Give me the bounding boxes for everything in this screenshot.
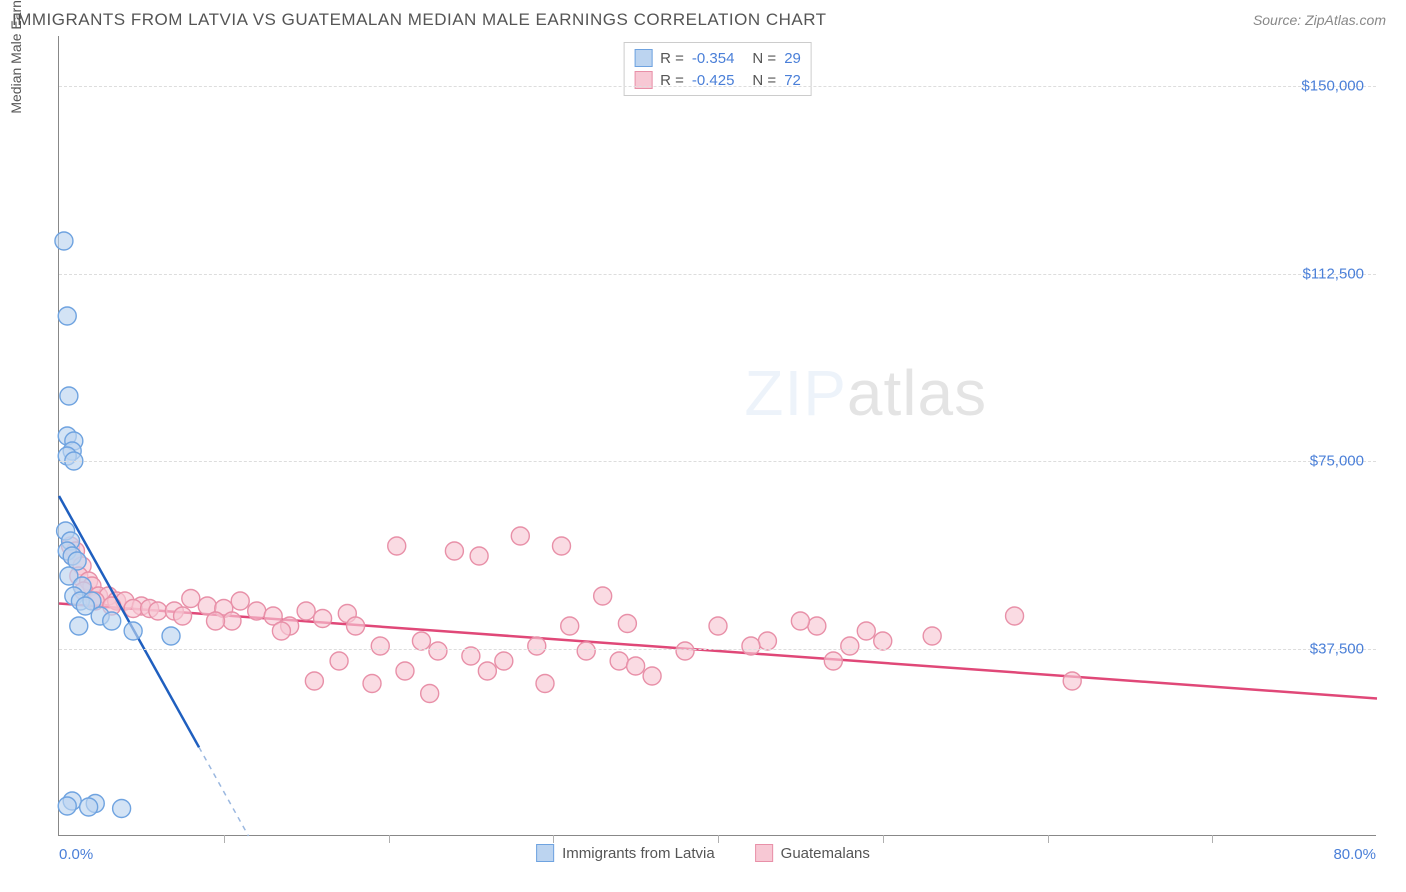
- data-point: [923, 627, 941, 645]
- data-point: [223, 612, 241, 630]
- data-point: [363, 675, 381, 693]
- data-point: [610, 652, 628, 670]
- y-tick-label: $150,000: [1301, 78, 1364, 95]
- data-point: [1063, 672, 1081, 690]
- grid-line: [59, 461, 1376, 462]
- legend-swatch: [634, 49, 652, 67]
- data-point: [58, 797, 76, 815]
- grid-line: [59, 649, 1376, 650]
- data-point: [55, 232, 73, 250]
- chart-title: IMMIGRANTS FROM LATVIA VS GUATEMALAN MED…: [12, 10, 827, 30]
- data-point: [60, 387, 78, 405]
- legend-n-value: 29: [784, 50, 801, 67]
- data-point: [248, 602, 266, 620]
- data-point: [70, 617, 88, 635]
- data-point: [396, 662, 414, 680]
- data-point: [594, 587, 612, 605]
- data-point: [791, 612, 809, 630]
- data-point: [124, 622, 142, 640]
- scatter-plot-svg: [59, 36, 1377, 836]
- source-label: Source: ZipAtlas.com: [1253, 12, 1386, 28]
- data-point: [103, 612, 121, 630]
- legend-label: Immigrants from Latvia: [562, 845, 715, 862]
- y-tick-label: $37,500: [1310, 640, 1364, 657]
- data-point: [330, 652, 348, 670]
- data-point: [561, 617, 579, 635]
- data-point: [162, 627, 180, 645]
- data-point: [495, 652, 513, 670]
- x-tick: [883, 835, 884, 843]
- data-point: [643, 667, 661, 685]
- legend-swatch: [755, 844, 773, 862]
- data-point: [113, 800, 131, 818]
- data-point: [841, 637, 859, 655]
- x-tick: [224, 835, 225, 843]
- x-tick: [718, 835, 719, 843]
- plot-area: ZIPatlas R = -0.354N = 29R = -0.425N = 7…: [58, 36, 1376, 836]
- data-point: [297, 602, 315, 620]
- legend-label: Guatemalans: [781, 845, 870, 862]
- legend-item: Guatemalans: [755, 844, 870, 862]
- correlation-legend: R = -0.354 N = 29 R = -0.425N = 72: [623, 42, 812, 96]
- grid-line: [59, 86, 1376, 87]
- data-point: [577, 642, 595, 660]
- data-point: [511, 527, 529, 545]
- legend-swatch: [536, 844, 554, 862]
- legend-r-value: -0.354: [692, 50, 735, 67]
- x-max-label: 80.0%: [1333, 846, 1376, 863]
- data-point: [536, 675, 554, 693]
- legend-item: Immigrants from Latvia: [536, 844, 715, 862]
- data-point: [314, 610, 332, 628]
- series-legend: Immigrants from Latvia Guatemalans: [536, 844, 870, 862]
- data-point: [272, 622, 290, 640]
- y-axis-label: Median Male Earnings: [8, 0, 24, 114]
- data-point: [857, 622, 875, 640]
- x-tick: [389, 835, 390, 843]
- x-tick: [1048, 835, 1049, 843]
- legend-n-label: N =: [752, 50, 776, 67]
- legend-row: R = -0.354 N = 29: [634, 47, 801, 69]
- data-point: [528, 637, 546, 655]
- data-point: [1006, 607, 1024, 625]
- data-point: [874, 632, 892, 650]
- data-point: [470, 547, 488, 565]
- data-point: [421, 685, 439, 703]
- data-point: [58, 307, 76, 325]
- data-point: [347, 617, 365, 635]
- data-point: [305, 672, 323, 690]
- data-point: [388, 537, 406, 555]
- data-point: [80, 798, 98, 816]
- data-point: [824, 652, 842, 670]
- data-point: [174, 607, 192, 625]
- data-point: [124, 600, 142, 618]
- data-point: [182, 590, 200, 608]
- y-tick-label: $112,500: [1303, 265, 1364, 282]
- data-point: [552, 537, 570, 555]
- data-point: [676, 642, 694, 660]
- y-tick-label: $75,000: [1310, 453, 1364, 470]
- x-min-label: 0.0%: [59, 846, 93, 863]
- data-point: [462, 647, 480, 665]
- data-point: [709, 617, 727, 635]
- data-point: [412, 632, 430, 650]
- x-tick: [1212, 835, 1213, 843]
- legend-r-label: R =: [660, 50, 684, 67]
- data-point: [808, 617, 826, 635]
- data-point: [618, 615, 636, 633]
- data-point: [758, 632, 776, 650]
- grid-line: [59, 274, 1376, 275]
- data-point: [207, 612, 225, 630]
- legend-row: R = -0.425N = 72: [634, 69, 801, 91]
- data-point: [429, 642, 447, 660]
- data-point: [149, 602, 167, 620]
- data-point: [445, 542, 463, 560]
- data-point: [371, 637, 389, 655]
- trend-line-dashed: [199, 747, 248, 836]
- data-point: [478, 662, 496, 680]
- data-point: [627, 657, 645, 675]
- x-tick: [553, 835, 554, 843]
- data-point: [742, 637, 760, 655]
- data-point: [231, 592, 249, 610]
- header: IMMIGRANTS FROM LATVIA VS GUATEMALAN MED…: [0, 0, 1406, 36]
